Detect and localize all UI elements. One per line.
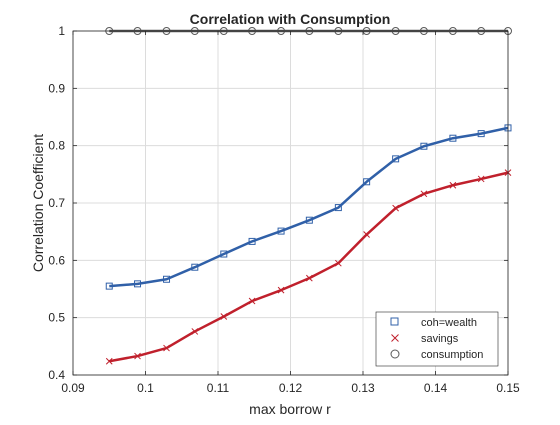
chart-title: Correlation with Consumption (190, 11, 391, 27)
y-axis-label: Correlation Coefficient (30, 134, 46, 272)
y-tick-label: 0.4 (48, 368, 65, 382)
legend-label-coh-wealth: coh=wealth (421, 317, 477, 329)
y-tick-label: 1 (58, 24, 65, 38)
y-tick-label: 0.9 (48, 81, 65, 95)
y-tick-label: 0.8 (48, 139, 65, 153)
x-tick-label: 0.12 (279, 381, 303, 395)
x-tick-label: 0.11 (207, 381, 230, 395)
x-tick-label: 0.09 (61, 381, 85, 395)
y-tick-label: 0.7 (48, 196, 65, 210)
legend-label-consumption: consumption (421, 349, 483, 361)
x-tick-label: 0.13 (351, 381, 375, 395)
legend: coh=wealth savings consumption (376, 312, 498, 366)
x-axis-label: max borrow r (249, 401, 331, 417)
x-tick-label: 0.1 (137, 381, 154, 395)
x-tick-label: 0.15 (496, 381, 520, 395)
y-tick-label: 0.5 (48, 311, 65, 325)
x-tick-label: 0.14 (424, 381, 448, 395)
y-tick-label: 0.6 (48, 253, 65, 267)
legend-label-savings: savings (421, 333, 459, 345)
